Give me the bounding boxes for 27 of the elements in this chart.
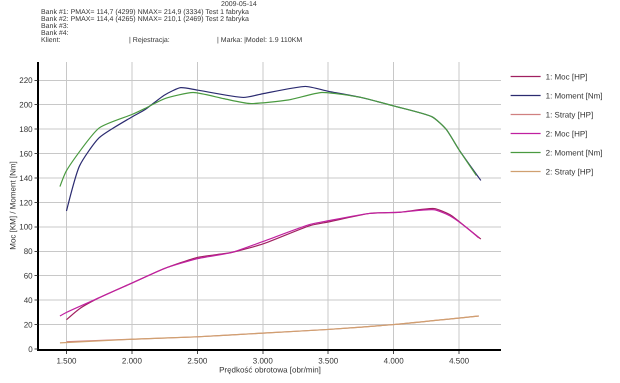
legend-label: 1: Moment [Nm] <box>546 92 603 101</box>
y-tick-label: 60 <box>24 272 34 281</box>
y-tick-label: 140 <box>19 174 34 183</box>
y-tick-label: 120 <box>19 198 34 208</box>
y-tick-label: 220 <box>19 76 34 86</box>
y-axis-title: Moc [KM] / Moment [Nm] <box>8 161 18 250</box>
legend-label: 2: Moc [HP] <box>546 130 588 139</box>
legend-label: 2: Moment [Nm] <box>546 148 603 158</box>
y-tick-label: 40 <box>24 296 34 305</box>
legend-label: 1: Moc [HP] <box>546 72 588 82</box>
x-tick-label: 3.500 <box>318 356 339 366</box>
y-tick-label: 180 <box>19 124 34 134</box>
y-tick-label: 200 <box>19 100 34 110</box>
x-axis-title: Prędkość obrotowa [obr/min] <box>219 365 321 374</box>
x-tick-label: 1.500 <box>56 356 78 366</box>
x-tick-label: 2.000 <box>122 356 142 366</box>
x-tick-label: 4.500 <box>449 356 470 366</box>
y-tick-label: 20 <box>24 320 34 330</box>
x-tick-label: 2.500 <box>187 356 208 366</box>
y-tick-label: 100 <box>19 222 34 232</box>
x-tick-label: 4.000 <box>384 356 404 366</box>
y-tick-label: 80 <box>24 247 34 256</box>
y-tick-label: 0 <box>28 344 34 354</box>
x-tick-label: 3.000 <box>252 356 274 366</box>
legend-label: 1: Straty [HP] <box>546 110 594 120</box>
y-tick-label: 160 <box>19 149 34 158</box>
legend-label: 2: Straty [HP] <box>546 168 594 177</box>
